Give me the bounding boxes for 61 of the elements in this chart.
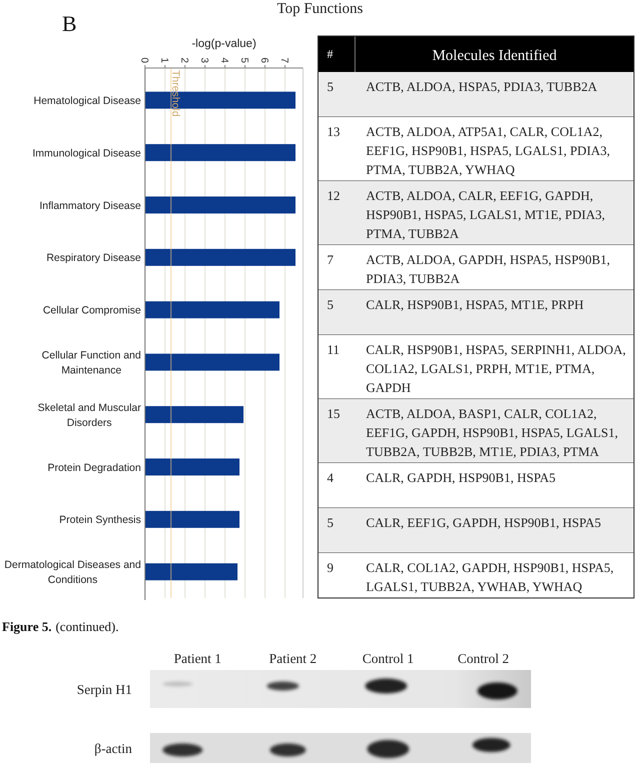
y-tick-label: Respiratory Disease — [46, 252, 142, 264]
text: 12 — [327, 188, 340, 203]
text: 5 — [327, 297, 334, 312]
text: Control 2 — [458, 651, 510, 666]
y-tick-label: Skeletal and Muscular Disorders — [38, 402, 142, 429]
x-tick-label: 1 — [158, 57, 170, 64]
x-tick-label: 2 — [178, 57, 190, 64]
text: ACTB, ALDOA, CALR, EEF1G, GAPDH, HSP90B1, HSPA5, LGALS1, MT1E, PDIA3, PTMA, TUBB2A — [366, 188, 605, 241]
text: 5 — [327, 515, 334, 530]
text: ACTB, ALDOA, GAPDH, HSPA5, HSP90B1, PDIA3, TUBB2A — [366, 252, 610, 286]
caption: Figure 5. — [2, 619, 52, 634]
text: ACTB, ALDOA, ATP5A1, CALR, COL1A2, EEF1G, HSP90B1, HSPA5, LGALS1, PDIA3, PTMA, TUBB2A, YWHAQ — [366, 124, 610, 177]
text: CALR, GAPDH, HSP90B1, HSPA5 — [366, 470, 556, 485]
text: β-actin — [94, 741, 132, 756]
y-tick-label: Hematological Disease — [34, 95, 142, 107]
y-tick-label: Protein Degradation — [48, 462, 142, 474]
text: ACTB, ALDOA, HSPA5, PDIA3, TUBB2A — [366, 79, 598, 94]
x-tick-label: 0 — [138, 57, 150, 64]
bar — [146, 301, 280, 318]
bar — [146, 563, 238, 580]
bar — [146, 196, 296, 214]
text: Patient 2 — [269, 651, 317, 666]
text: B — [62, 11, 77, 36]
y-tick-label: Cellular Function and Maintenance — [42, 350, 142, 376]
text: Molecules Identified — [432, 48, 558, 64]
x-tick-label: 7 — [278, 57, 290, 64]
x-tick-label: 6 — [258, 57, 270, 64]
x-tick-label: 3 — [198, 57, 210, 64]
bar — [146, 248, 296, 266]
text: CALR, EEF1G, GAPDH, HSP90B1, HSPA5 — [366, 515, 602, 530]
y-tick-label: Protein Synthesis — [59, 514, 141, 526]
y-tick-label: Immunological Disease — [32, 147, 142, 160]
text: 15 — [327, 406, 340, 421]
text: CALR, COL1A2, GAPDH, HSP90B1, HSPA5, LGALS1, TUBB2A, YWHAB, YWHAQ — [366, 560, 614, 594]
text: CALR, HSP90B1, HSPA5, SERPINH1, ALDOA, COL1A2, LGALS1, PRPH, MT1E, PTMA, GAPDH — [366, 342, 626, 395]
text: 13 — [327, 124, 340, 139]
y-tick-label: Cellular Compromise — [42, 304, 142, 317]
bar — [146, 406, 244, 424]
text: 4 — [327, 470, 334, 485]
y-tick-label: Dermatological Diseases and Conditions — [4, 559, 142, 586]
text: 9 — [327, 560, 334, 575]
bar — [146, 144, 296, 162]
x-tick-label: 5 — [238, 57, 250, 64]
text: CALR, HSP90B1, HSPA5, MT1E, PRPH — [366, 297, 584, 312]
bar — [146, 354, 280, 371]
ref-line-label: Threshold — [170, 70, 182, 117]
text: # — [327, 47, 333, 61]
text: ACTB, ALDOA, BASP1, CALR, COL1A2, EEF1G, GAPDH, HSP90B1, HSPA5, LGALS1, TUBB2A, TUBB2B, MT1E, PDIA3, PTMA — [366, 406, 618, 459]
text: Control 1 — [362, 651, 414, 666]
text: 7 — [327, 252, 334, 267]
y-tick-label: Inflammatory Disease — [39, 200, 142, 212]
text: (continued). — [56, 619, 119, 634]
bar — [146, 510, 240, 528]
text: Serpin H1 — [76, 682, 132, 697]
x-axis-title: -log(p-value) — [192, 38, 256, 50]
text: 5 — [327, 79, 334, 94]
bar — [146, 458, 240, 476]
x-tick-label: 4 — [218, 57, 230, 64]
chart-title: Top Functions — [276, 1, 364, 17]
text: 11 — [327, 342, 340, 357]
text: Patient 1 — [174, 651, 222, 666]
